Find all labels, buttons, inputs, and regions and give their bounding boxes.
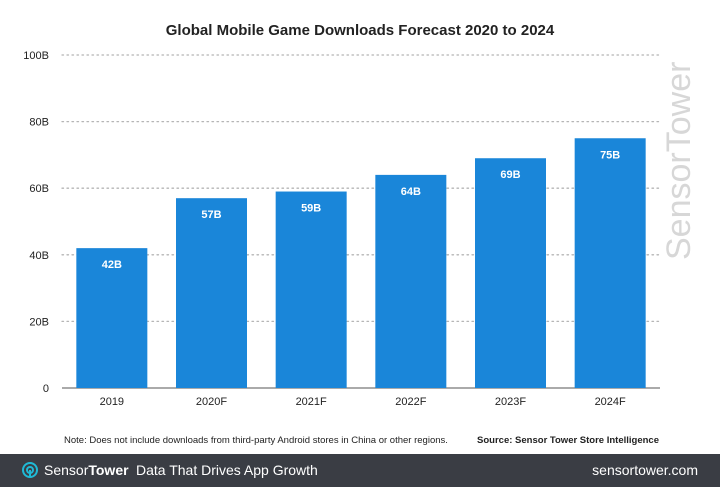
bar [475, 158, 546, 388]
x-tick-label: 2022F [395, 396, 426, 408]
x-tick-label: 2024F [595, 396, 626, 408]
chart-title: Global Mobile Game Downloads Forecast 20… [165, 22, 555, 39]
footer-bar: SensorTower Data That Drives App Growth … [0, 454, 720, 487]
sensor-tower-logo-icon [22, 462, 38, 478]
y-tick-label: 60B [29, 183, 49, 195]
bar [375, 174, 447, 388]
x-tick-label: 2023F [495, 396, 526, 408]
bar [574, 138, 646, 388]
data-label: 75B [600, 149, 620, 161]
footer-site-link[interactable]: sensortower.com [592, 462, 698, 478]
footer-brand-light: Sensor [44, 462, 89, 478]
data-label: 57B [201, 209, 221, 221]
x-tick-label: 2019 [100, 396, 124, 408]
source-note: Source: Sensor Tower Store Intelligence [477, 435, 659, 446]
x-tick-label: 2020F [196, 396, 227, 408]
bar [76, 248, 148, 388]
data-label: 59B [301, 203, 321, 215]
y-tick-label: 100B [23, 50, 49, 62]
y-tick-label: 0 [43, 383, 49, 395]
watermark: SensorTower [652, 62, 712, 345]
footer-brand: SensorTower [44, 462, 129, 478]
y-tick-label: 40B [29, 250, 49, 262]
watermark-text: SensorTower [660, 61, 698, 260]
y-tick-label: 20B [29, 316, 49, 328]
data-label: 42B [102, 259, 122, 271]
footnote: Note: Does not include downloads from th… [64, 435, 448, 446]
data-label: 69B [500, 169, 520, 181]
bar-chart: 0 20B 40B 60B 80B 100B 42B 2019 57B 2020F 59B 2021F… [23, 50, 661, 408]
x-tick-label: 2021F [296, 396, 327, 408]
footer-brand-bold: Tower [88, 462, 129, 478]
bar [176, 198, 247, 388]
y-tick-label: 80B [29, 117, 49, 129]
footer-tagline: Data That Drives App Growth [136, 462, 318, 478]
bar [275, 191, 347, 388]
data-label: 64B [401, 186, 421, 198]
